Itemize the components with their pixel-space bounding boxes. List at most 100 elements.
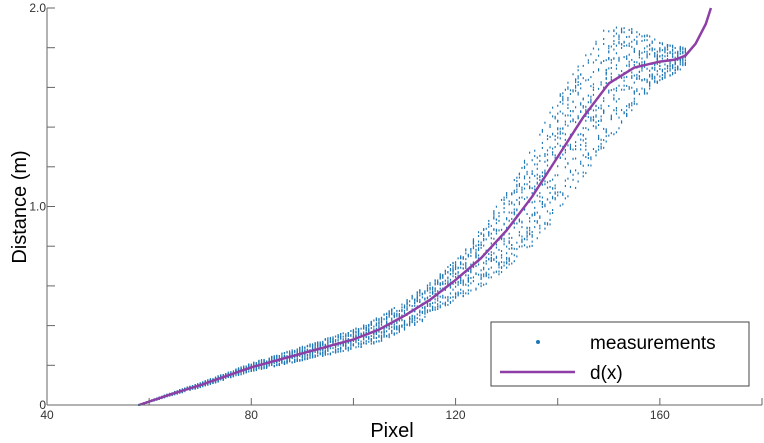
measurement-point (386, 330, 388, 333)
measurement-point (516, 180, 518, 183)
measurement-point (682, 46, 684, 49)
measurement-point (396, 312, 398, 315)
measurement-point (656, 80, 658, 83)
measurement-point (577, 83, 579, 86)
measurement-point (513, 254, 515, 257)
measurement-point (595, 43, 597, 46)
measurement-point (327, 337, 329, 340)
measurement-point (544, 180, 546, 183)
measurement-point (480, 282, 482, 285)
measurement-point (567, 99, 569, 102)
measurement-point (470, 271, 472, 274)
measurement-point (608, 57, 610, 60)
measurement-point (380, 331, 383, 334)
measurement-point (582, 171, 584, 174)
measurement-point (314, 356, 316, 359)
measurement-point (603, 100, 605, 103)
measurement-point (649, 87, 651, 90)
measurement-point (574, 186, 577, 189)
measurement-point (281, 355, 283, 358)
measurement-point (508, 203, 510, 206)
measurement-point (345, 333, 347, 336)
measurement-point (373, 319, 375, 322)
measurement-point (669, 52, 671, 55)
measurement-point (682, 61, 684, 64)
measurement-point (454, 266, 457, 269)
measurement-point (393, 325, 395, 328)
measurement-point (506, 245, 508, 248)
measurement-point (314, 344, 316, 347)
measurement-point (541, 130, 543, 133)
measurement-point (378, 324, 380, 327)
measurement-point (682, 64, 684, 67)
measurement-point (600, 119, 602, 122)
measurement-point (470, 282, 472, 285)
measurement-point (370, 340, 372, 343)
measurement-point (391, 323, 393, 326)
measurement-point (334, 351, 337, 354)
measurement-point (672, 44, 674, 47)
measurement-point (386, 318, 388, 321)
measurement-point (291, 349, 293, 352)
measurement-point (488, 257, 490, 260)
measurement-point (383, 333, 385, 336)
measurement-point (633, 51, 635, 54)
measurement-point (656, 59, 658, 62)
measurement-point (554, 156, 556, 159)
measurement-point (633, 92, 635, 95)
measurement-point (597, 137, 600, 140)
measurement-point (587, 112, 589, 115)
measurement-point (636, 40, 638, 43)
measurement-point (490, 232, 492, 235)
measurement-point (480, 232, 482, 235)
measurement-point (296, 357, 298, 360)
measurement-point (638, 56, 641, 59)
measurement-point (383, 328, 385, 331)
measurement-point (669, 61, 671, 64)
measurement-point (590, 117, 592, 120)
measurement-point (414, 316, 416, 319)
measurement-point (396, 332, 398, 335)
measurement-point (526, 238, 528, 241)
measurement-point (585, 172, 587, 175)
measurement-point (271, 356, 273, 359)
measurement-point (633, 49, 635, 52)
measurement-point (654, 66, 656, 69)
measurement-point (518, 203, 521, 206)
measurement-point (684, 49, 686, 52)
measurement-point (628, 53, 630, 56)
measurement-point (513, 189, 515, 192)
measurement-point (654, 48, 656, 51)
measurement-point (631, 40, 633, 43)
measurement-point (631, 71, 633, 74)
measurement-point (419, 309, 421, 312)
measurement-point (212, 381, 214, 384)
measurement-point (490, 256, 492, 259)
measurement-point (595, 150, 597, 153)
measurement-point (388, 310, 390, 313)
measurement-point (437, 308, 439, 311)
measurement-point (388, 312, 390, 315)
measurement-point (347, 332, 349, 335)
measurement-point (590, 98, 592, 101)
measurement-point (564, 179, 566, 182)
measurement-point (626, 84, 628, 87)
measurement-point (426, 311, 429, 314)
measurement-point (649, 73, 651, 76)
measurement-point (674, 66, 676, 69)
measurement-point (626, 75, 628, 78)
measurement-point (631, 102, 633, 105)
measurement-point (574, 169, 577, 172)
measurement-point (513, 226, 515, 229)
measurement-point (567, 103, 569, 106)
measurement-point (654, 77, 656, 80)
measurement-point (373, 336, 375, 339)
measurement-point (549, 223, 551, 226)
measurement-point (462, 256, 464, 259)
x-axis-label: Pixel (370, 420, 413, 442)
measurement-point (278, 363, 280, 366)
measurement-point (462, 290, 464, 293)
measurement-point (590, 156, 592, 159)
measurement-point (595, 115, 597, 118)
measurement-point (291, 351, 293, 354)
